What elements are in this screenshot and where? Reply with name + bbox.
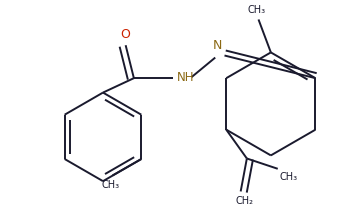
Text: CH₃: CH₃ xyxy=(280,172,298,182)
Text: CH₂: CH₂ xyxy=(236,196,254,206)
Text: CH₃: CH₃ xyxy=(101,180,119,190)
Text: CH₃: CH₃ xyxy=(247,5,266,15)
Text: O: O xyxy=(121,28,130,41)
Text: N: N xyxy=(213,39,223,52)
Text: NH: NH xyxy=(177,71,195,84)
